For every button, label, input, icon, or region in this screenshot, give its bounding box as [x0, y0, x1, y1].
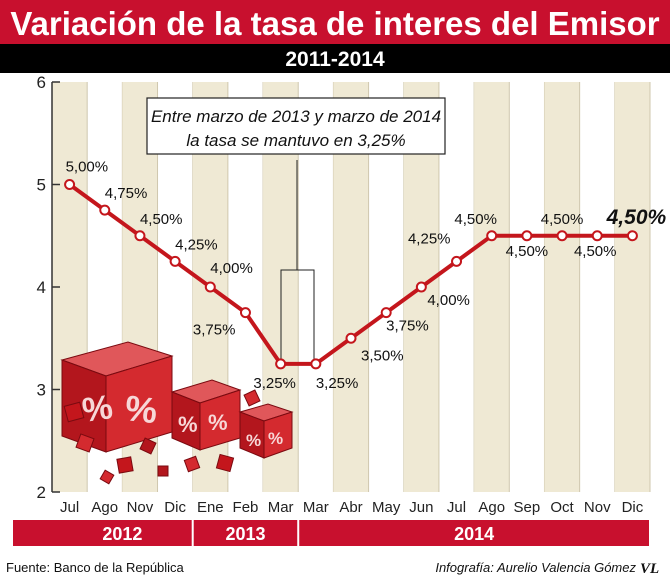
credit-text: Infografía: Aurelio Valencia Gómez [435, 560, 636, 575]
data-point [521, 230, 533, 242]
year-band [13, 520, 192, 546]
data-point [275, 358, 287, 370]
data-label: 4,25% [175, 236, 218, 253]
data-point [556, 230, 568, 242]
data-label: 4,50% [140, 211, 183, 228]
data-point [451, 255, 463, 267]
data-point [591, 230, 603, 242]
x-tick-label: Mar [303, 499, 329, 516]
data-label: 4,00% [427, 292, 470, 309]
percent-cubes-illustration: % % % % % % [60, 341, 294, 485]
x-tick-label: Mar [268, 499, 294, 516]
data-label-final: 4,50% [606, 206, 667, 229]
y-tick-label: 4 [37, 278, 46, 297]
callout-box [146, 97, 446, 155]
source-text: Fuente: Banco de la República [6, 560, 185, 575]
data-point [380, 307, 392, 319]
x-tick-label: Jul [447, 499, 466, 516]
y-tick-label: 3 [37, 381, 46, 400]
x-tick-label: Jun [409, 499, 433, 516]
y-tick-label: 2 [37, 483, 46, 502]
data-label: 4,75% [105, 185, 148, 202]
data-label: 4,50% [506, 243, 549, 260]
year-bands: 2012 2013 2014 [13, 520, 649, 546]
data-label: 3,25% [316, 375, 359, 392]
year-band-label: 2013 [225, 524, 265, 544]
data-point [134, 230, 146, 242]
y-axis-ticks: 2 3 4 5 6 [37, 73, 60, 502]
x-tick-label: Ene [197, 499, 224, 516]
data-label: 4,50% [454, 211, 497, 228]
page-title: Variación de la tasa de interes del Emis… [10, 5, 659, 42]
subtitle-band [0, 44, 670, 73]
svg-text:%: % [80, 388, 115, 430]
x-tick-label: Nov [584, 499, 611, 516]
data-label: 4,25% [408, 230, 451, 247]
data-label: 4,50% [574, 243, 617, 260]
column-stripe [544, 82, 580, 492]
svg-text:%: % [123, 387, 159, 431]
data-point [169, 255, 181, 267]
data-label: 3,50% [361, 347, 404, 364]
x-tick-label: Oct [550, 499, 574, 516]
data-point [310, 358, 322, 370]
data-label: 3,75% [386, 318, 429, 335]
x-tick-label: Feb [233, 499, 259, 516]
logo-mark: VL [640, 561, 659, 577]
x-tick-label: Dic [622, 499, 644, 516]
column-stripe [474, 82, 510, 492]
x-tick-label: Ago [478, 499, 505, 516]
data-label: 5,00% [66, 159, 109, 176]
data-point [204, 281, 216, 293]
x-tick-label: Ago [91, 499, 118, 516]
year-band-label: 2014 [454, 524, 494, 544]
data-point [486, 230, 498, 242]
data-point [345, 332, 357, 344]
x-tick-label: Dic [164, 499, 186, 516]
x-tick-label: Nov [127, 499, 154, 516]
y-tick-label: 6 [37, 73, 46, 92]
x-tick-label: May [372, 499, 401, 516]
svg-text:%: % [208, 410, 228, 435]
data-label: 3,75% [193, 322, 236, 339]
data-label: 4,50% [541, 211, 584, 228]
data-label: 3,25% [253, 375, 296, 392]
column-stripe [614, 82, 650, 492]
year-band-label: 2012 [102, 524, 142, 544]
year-band [193, 520, 298, 546]
data-point [64, 179, 76, 190]
title-band [0, 0, 670, 44]
svg-text:%: % [246, 431, 261, 450]
x-tick-label: Abr [339, 499, 362, 516]
svg-text:%: % [178, 412, 198, 437]
callout-line-2: la tasa se mantuvo en 3,25% [186, 131, 405, 150]
callout-line-1: Entre marzo de 2013 y marzo de 2014 [151, 107, 441, 126]
rate-series: 5,00%4,75%4,50%4,25%4,00%3,75%3,25% 3,25%… [64, 159, 667, 392]
annotation-callout: Entre marzo de 2013 y marzo de 2014 la t… [146, 97, 446, 364]
data-point [415, 281, 427, 293]
y-tick-label: 5 [37, 176, 46, 195]
data-point [99, 204, 111, 216]
data-point [626, 230, 638, 242]
x-axis-labels: Jul Ago Nov Dic Ene Feb Mar Mar Abr May Jun Jul Ago S… [60, 499, 644, 516]
page-subtitle: 2011-2014 [285, 48, 385, 71]
year-band [299, 520, 649, 546]
data-point [239, 307, 251, 319]
x-tick-label: Sep [514, 499, 541, 516]
svg-text:%: % [268, 429, 283, 448]
x-tick-label: Jul [60, 499, 79, 516]
data-label: 4,00% [210, 260, 253, 277]
